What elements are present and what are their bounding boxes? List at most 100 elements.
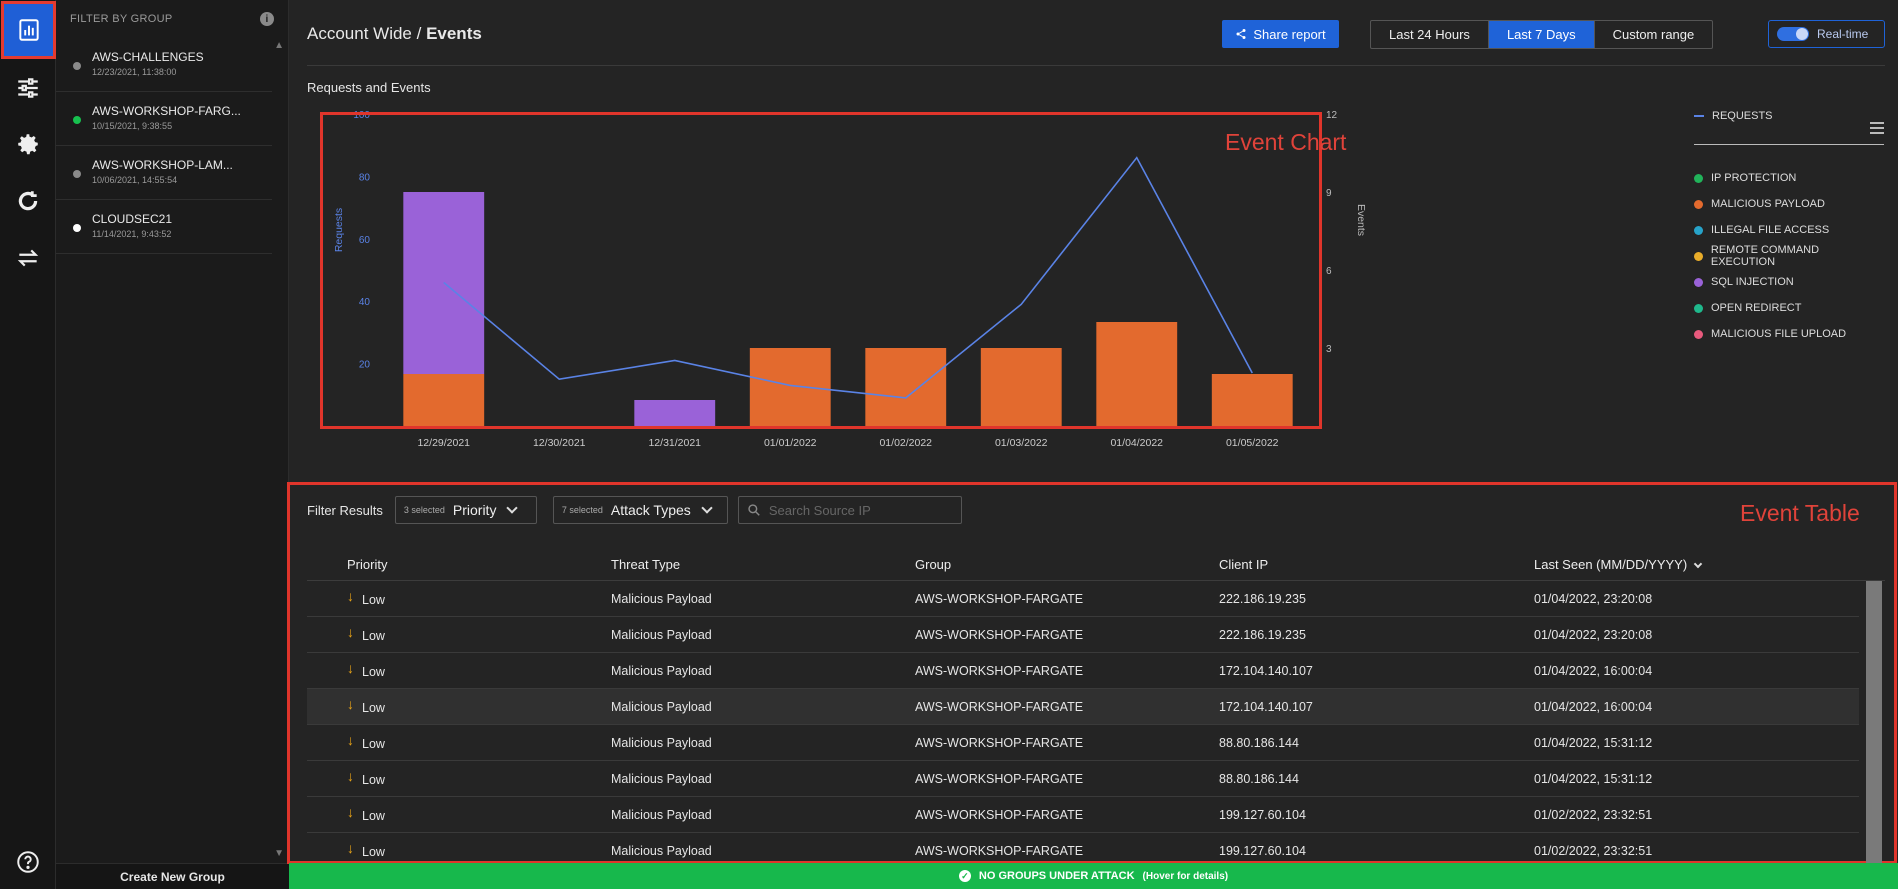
attack-types-dropdown[interactable]: 7 selected Attack Types [552, 496, 728, 524]
cell-priority: ↓ Low [307, 767, 611, 787]
legend-item-requests[interactable]: REQUESTS [1694, 110, 1884, 145]
range-last-24-hours[interactable]: Last 24 Hours [1371, 21, 1489, 48]
group-status-dot [73, 170, 81, 178]
legend-item[interactable]: SQL INJECTION [1694, 269, 1884, 295]
settings-button[interactable] [8, 124, 48, 164]
breadcrumb-current: Events [426, 24, 482, 43]
legend-item[interactable]: IP PROTECTION [1694, 165, 1884, 191]
column-header-priority[interactable]: Priority [347, 556, 388, 572]
attack-types-count: 7 selected [561, 505, 603, 515]
y2-tick-label: 6 [1326, 266, 1332, 277]
scroll-down-icon[interactable]: ▼ [274, 848, 284, 859]
priority-value: Low [362, 628, 385, 643]
legend-label: OPEN REDIRECT [1711, 302, 1802, 314]
search-box [737, 496, 962, 524]
share-report-button[interactable]: Share report [1222, 20, 1339, 48]
cell-last-seen: 01/04/2022, 15:31:12 [1534, 771, 1653, 786]
cell-client-ip: 199.127.60.104 [1219, 807, 1306, 822]
arrow-down-icon: ↓ [347, 767, 354, 784]
attack-status-bar[interactable]: ✓ NO GROUPS UNDER ATTACK (Hover for deta… [289, 863, 1898, 889]
cell-group: AWS-WORKSHOP-FARGATE [915, 663, 1084, 678]
chart-title: Requests and Events [307, 80, 431, 95]
range-custom[interactable]: Custom range [1612, 27, 1695, 42]
realtime-toggle[interactable]: Real-time [1768, 20, 1885, 48]
priority-value: Low [362, 700, 385, 715]
column-header-group[interactable]: Group [915, 556, 952, 572]
toggle-switch[interactable] [1777, 27, 1809, 41]
dashboard-nav-button[interactable] [1, 1, 56, 59]
cell-client-ip: 172.104.140.107 [1219, 663, 1313, 678]
group-status-dot [73, 224, 81, 232]
y-tick-label: 100 [353, 110, 370, 121]
table-row[interactable]: ↓ Low Malicious Payload AWS-WORKSHOP-FARGAT… [307, 653, 1859, 689]
group-item[interactable]: AWS-CHALLENGES 12/23/2021, 11:38:00 [56, 38, 272, 92]
table-row[interactable]: ↓ Low Malicious Payload AWS-WORKSHOP-FARGAT… [307, 689, 1859, 725]
table-row[interactable]: ↓ Low Malicious Payload AWS-WORKSHOP-FARGAT… [307, 797, 1859, 833]
realtime-label: Real-time [1817, 27, 1869, 41]
table-row[interactable]: ↓ Low Malicious Payload AWS-WORKSHOP-FARGAT… [307, 617, 1859, 653]
legend-item[interactable]: MALICIOUS FILE UPLOAD [1694, 321, 1884, 347]
priority-value: Low [362, 808, 385, 823]
group-panel-title: FILTER BY GROUP [70, 13, 173, 25]
cell-priority: ↓ Low [307, 804, 611, 823]
bar-malicious-payload [980, 348, 1062, 426]
cell-group: AWS-WORKSHOP-FARGATE [915, 591, 1084, 606]
chart-menu-icon[interactable] [1870, 122, 1884, 134]
table-row[interactable]: ↓ Low Malicious Payload AWS-WORKSHOP-FARGAT… [307, 833, 1859, 869]
cell-threat-type: Malicious Payload [611, 591, 712, 606]
info-icon[interactable]: i [260, 12, 274, 26]
legend-item[interactable]: ILLEGAL FILE ACCESS [1694, 217, 1884, 243]
priority-dropdown[interactable]: 3 selected Priority [394, 496, 537, 524]
create-group-button[interactable]: Create New Group [56, 863, 289, 889]
transfer-button[interactable] [8, 238, 48, 278]
group-item[interactable]: AWS-WORKSHOP-LAM... 10/06/2021, 14:55:54 [56, 146, 272, 200]
legend-label: SQL INJECTION [1711, 276, 1794, 288]
cell-client-ip: 222.186.19.235 [1219, 591, 1306, 606]
check-circle-icon: ✓ [958, 870, 971, 882]
table-scrollbar[interactable] [1866, 581, 1882, 863]
cell-client-ip: 88.80.186.144 [1219, 771, 1299, 786]
group-name: AWS-WORKSHOP-LAM... [92, 158, 233, 172]
arrow-down-icon: ↓ [347, 839, 354, 856]
legend-label: IP PROTECTION [1711, 172, 1797, 184]
chevron-down-icon [701, 502, 713, 514]
column-header-client-ip[interactable]: Client IP [1219, 556, 1269, 572]
legend-item[interactable]: REMOTE COMMAND EXECUTION [1694, 243, 1884, 269]
breadcrumb-account[interactable]: Account Wide / [307, 24, 422, 43]
table-row[interactable]: ↓ Low Malicious Payload AWS-WORKSHOP-FARGAT… [307, 581, 1859, 617]
legend-item[interactable]: OPEN REDIRECT [1694, 295, 1884, 321]
cell-priority: ↓ Low [307, 624, 611, 643]
arrow-down-icon: ↓ [347, 587, 354, 604]
search-source-ip-input[interactable] [768, 502, 949, 518]
legend-label: REQUESTS [1712, 110, 1773, 122]
table-header: Priority Threat Type Group Client IP Las… [307, 548, 1885, 581]
table-row[interactable]: ↓ Low Malicious Payload AWS-WORKSHOP-FARGAT… [307, 761, 1859, 797]
share-icon [1236, 29, 1246, 39]
chevron-down-icon [506, 502, 519, 514]
settings-sliders-button[interactable] [8, 68, 48, 108]
x-tick-label: 01/05/2022 [1226, 437, 1279, 449]
refresh-circle-icon [18, 191, 38, 211]
swap-arrows-icon [17, 249, 39, 267]
cell-client-ip: 222.186.19.235 [1219, 627, 1306, 642]
group-date: 12/23/2021, 11:38:00 [92, 67, 177, 77]
events-table: Priority Threat Type Group Client IP Las… [307, 548, 1885, 869]
scroll-up-icon[interactable]: ▲ [274, 40, 284, 51]
legend-swatch [1694, 303, 1703, 313]
group-item[interactable]: CLOUDSEC21 11/14/2021, 9:43:52 [56, 200, 272, 254]
cell-threat-type: Malicious Payload [611, 627, 712, 642]
sync-button[interactable] [8, 181, 48, 221]
y2-axis-label: Events [1355, 204, 1367, 236]
column-header-last-seen[interactable]: Last Seen (MM/DD/YYYY) [1534, 557, 1854, 572]
range-last-7-days[interactable]: Last 7 Days [1488, 21, 1595, 48]
cell-last-seen: 01/04/2022, 23:20:08 [1534, 627, 1653, 642]
group-item[interactable]: AWS-WORKSHOP-FARG... 10/15/2021, 9:38:55 [56, 92, 272, 146]
line-swatch-icon [1694, 115, 1704, 117]
column-header-threat-type[interactable]: Threat Type [611, 556, 681, 572]
table-row[interactable]: ↓ Low Malicious Payload AWS-WORKSHOP-FARGAT… [307, 725, 1859, 761]
cell-group: AWS-WORKSHOP-FARGATE [915, 735, 1084, 750]
group-name: AWS-CHALLENGES [92, 50, 204, 64]
sort-desc-icon[interactable] [1693, 559, 1703, 568]
legend-item[interactable]: MALICIOUS PAYLOAD [1694, 191, 1884, 217]
help-button[interactable] [8, 842, 48, 882]
